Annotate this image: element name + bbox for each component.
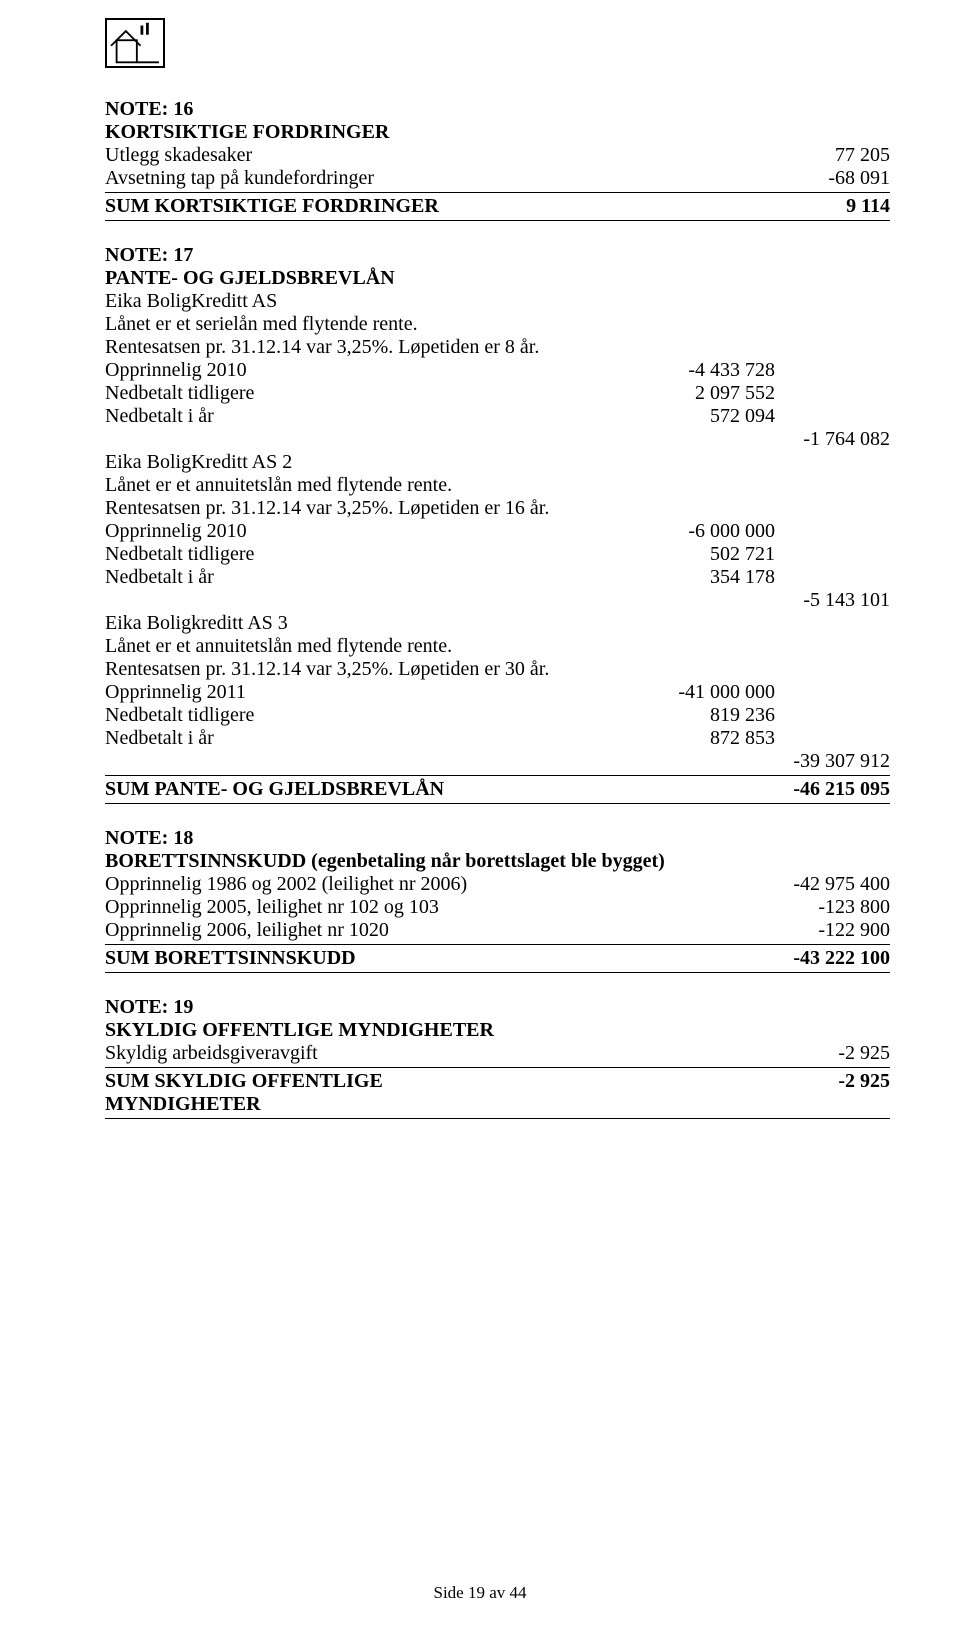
loan-block-2: Eika BoligKreditt AS 2 Lånet er et annui… (105, 451, 890, 612)
divider (105, 1118, 890, 1119)
subtotal-value: -1 764 082 (783, 428, 890, 451)
row-label: Skyldig arbeidsgiveravgift (105, 1042, 318, 1065)
row-label: Utlegg skadesaker (105, 144, 252, 167)
sum-label: SUM BORETTSINNSKUDD (105, 947, 356, 970)
sum-value: -46 215 095 (773, 778, 890, 801)
table-row: Opprinnelig 2011 -41 000 000 (105, 681, 890, 704)
note-16-heading: KORTSIKTIGE FORDRINGER (105, 121, 890, 144)
row-value: -41 000 000 (625, 681, 775, 704)
subtotal-row: -5 143 101 (105, 589, 890, 612)
loan-block-3: Eika Boligkreditt AS 3 Lånet er et annui… (105, 612, 890, 773)
row-value: -123 800 (798, 896, 890, 919)
row-label: Nedbetalt tidligere (105, 704, 254, 726)
table-row: Nedbetalt tidligere 819 236 (105, 704, 890, 727)
table-row: Nedbetalt i år 572 094 (105, 405, 890, 428)
table-row: Avsetning tap på kundefordringer -68 091 (105, 167, 890, 190)
loan-terms: Rentesatsen pr. 31.12.14 var 3,25%. Løpe… (105, 336, 890, 359)
row-value: 819 236 (625, 704, 775, 727)
row-label: Opprinnelig 1986 og 2002 (leilighet nr 2… (105, 873, 467, 896)
sum-label: SUM KORTSIKTIGE FORDRINGER (105, 195, 439, 218)
note-19-heading: SKYLDIG OFFENTLIGE MYNDIGHETER (105, 1019, 890, 1042)
row-value: 572 094 (625, 405, 775, 428)
note-17-heading: PANTE- OG GJELDSBREVLÅN (105, 267, 890, 290)
loan-name: Eika BoligKreditt AS (105, 290, 890, 313)
table-row: Nedbetalt i år 872 853 (105, 727, 890, 750)
note-17-title: NOTE: 17 (105, 244, 890, 267)
sum-value: -43 222 100 (773, 947, 890, 970)
row-label: Nedbetalt tidligere (105, 382, 254, 404)
loan-desc: Lånet er et annuitetslån med flytende re… (105, 635, 890, 658)
row-label: Nedbetalt i år (105, 727, 214, 749)
building-logo-icon (105, 18, 165, 68)
note-19-title: NOTE: 19 (105, 996, 890, 1019)
loan-desc: Lånet er et serielån med flytende rente. (105, 313, 890, 336)
table-row: Nedbetalt tidligere 502 721 (105, 543, 890, 566)
table-row: Nedbetalt i år 354 178 (105, 566, 890, 589)
divider (105, 972, 890, 973)
subtotal-row: -39 307 912 (105, 750, 890, 773)
sum-row: SUM SKYLDIG OFFENTLIGE -2 925 (105, 1070, 890, 1093)
sum-value: -2 925 (818, 1070, 890, 1093)
row-label: Nedbetalt tidligere (105, 543, 254, 565)
row-label: Opprinnelig 2005, leilighet nr 102 og 10… (105, 896, 439, 919)
row-value: -42 975 400 (773, 873, 890, 896)
sum-value: 9 114 (826, 195, 890, 218)
row-value: -122 900 (798, 919, 890, 942)
divider (105, 220, 890, 221)
sum-label-line2: MYNDIGHETER (105, 1093, 890, 1116)
sum-row: SUM BORETTSINNSKUDD -43 222 100 (105, 947, 890, 970)
note-16-title: NOTE: 16 (105, 98, 890, 121)
table-row: Skyldig arbeidsgiveravgift -2 925 (105, 1042, 890, 1065)
row-value: 354 178 (625, 566, 775, 589)
loan-terms: Rentesatsen pr. 31.12.14 var 3,25%. Løpe… (105, 658, 890, 681)
note-18: NOTE: 18 BORETTSINNSKUDD (egenbetaling n… (105, 827, 890, 973)
row-label: Opprinnelig 2010 (105, 359, 247, 381)
row-value: -6 000 000 (625, 520, 775, 543)
note-17: NOTE: 17 PANTE- OG GJELDSBREVLÅN Eika Bo… (105, 244, 890, 804)
note-18-heading: BORETTSINNSKUDD (egenbetaling når borett… (105, 850, 890, 873)
sum-label: SUM PANTE- OG GJELDSBREVLÅN (105, 778, 444, 801)
divider (105, 775, 890, 776)
table-row: Opprinnelig 2010 -4 433 728 (105, 359, 890, 382)
row-label: Nedbetalt i år (105, 405, 214, 427)
note-18-title: NOTE: 18 (105, 827, 890, 850)
note-19: NOTE: 19 SKYLDIG OFFENTLIGE MYNDIGHETER … (105, 996, 890, 1119)
row-value: 502 721 (625, 543, 775, 566)
table-row: Opprinnelig 1986 og 2002 (leilighet nr 2… (105, 873, 890, 896)
row-label: Avsetning tap på kundefordringer (105, 167, 374, 190)
table-row: Opprinnelig 2010 -6 000 000 (105, 520, 890, 543)
row-label: Nedbetalt i år (105, 566, 214, 588)
sum-row: SUM PANTE- OG GJELDSBREVLÅN -46 215 095 (105, 778, 890, 801)
loan-desc: Lånet er et annuitetslån med flytende re… (105, 474, 890, 497)
row-label: Opprinnelig 2006, leilighet nr 1020 (105, 919, 389, 942)
row-value: 2 097 552 (625, 382, 775, 405)
row-label: Opprinnelig 2010 (105, 520, 247, 542)
subtotal-value: -39 307 912 (773, 750, 890, 773)
sum-label: SUM SKYLDIG OFFENTLIGE (105, 1070, 383, 1093)
divider (105, 803, 890, 804)
subtotal-value: -5 143 101 (783, 589, 890, 612)
table-row: Utlegg skadesaker 77 205 (105, 144, 890, 167)
loan-block-1: Eika BoligKreditt AS Lånet er et serielå… (105, 290, 890, 451)
row-label: Opprinnelig 2011 (105, 681, 246, 703)
page-footer: Side 19 av 44 (0, 1583, 960, 1603)
loan-name: Eika Boligkreditt AS 3 (105, 612, 890, 635)
row-value: 77 205 (815, 144, 890, 167)
sum-row: SUM KORTSIKTIGE FORDRINGER 9 114 (105, 195, 890, 218)
table-row: Opprinnelig 2006, leilighet nr 1020 -122… (105, 919, 890, 942)
row-value: 872 853 (625, 727, 775, 750)
subtotal-row: -1 764 082 (105, 428, 890, 451)
note-16: NOTE: 16 KORTSIKTIGE FORDRINGER Utlegg s… (105, 98, 890, 221)
row-value: -4 433 728 (625, 359, 775, 382)
divider (105, 192, 890, 193)
loan-terms: Rentesatsen pr. 31.12.14 var 3,25%. Løpe… (105, 497, 890, 520)
loan-name: Eika BoligKreditt AS 2 (105, 451, 890, 474)
table-row: Nedbetalt tidligere 2 097 552 (105, 382, 890, 405)
row-value: -68 091 (808, 167, 890, 190)
divider (105, 944, 890, 945)
row-value: -2 925 (818, 1042, 890, 1065)
divider (105, 1067, 890, 1068)
table-row: Opprinnelig 2005, leilighet nr 102 og 10… (105, 896, 890, 919)
